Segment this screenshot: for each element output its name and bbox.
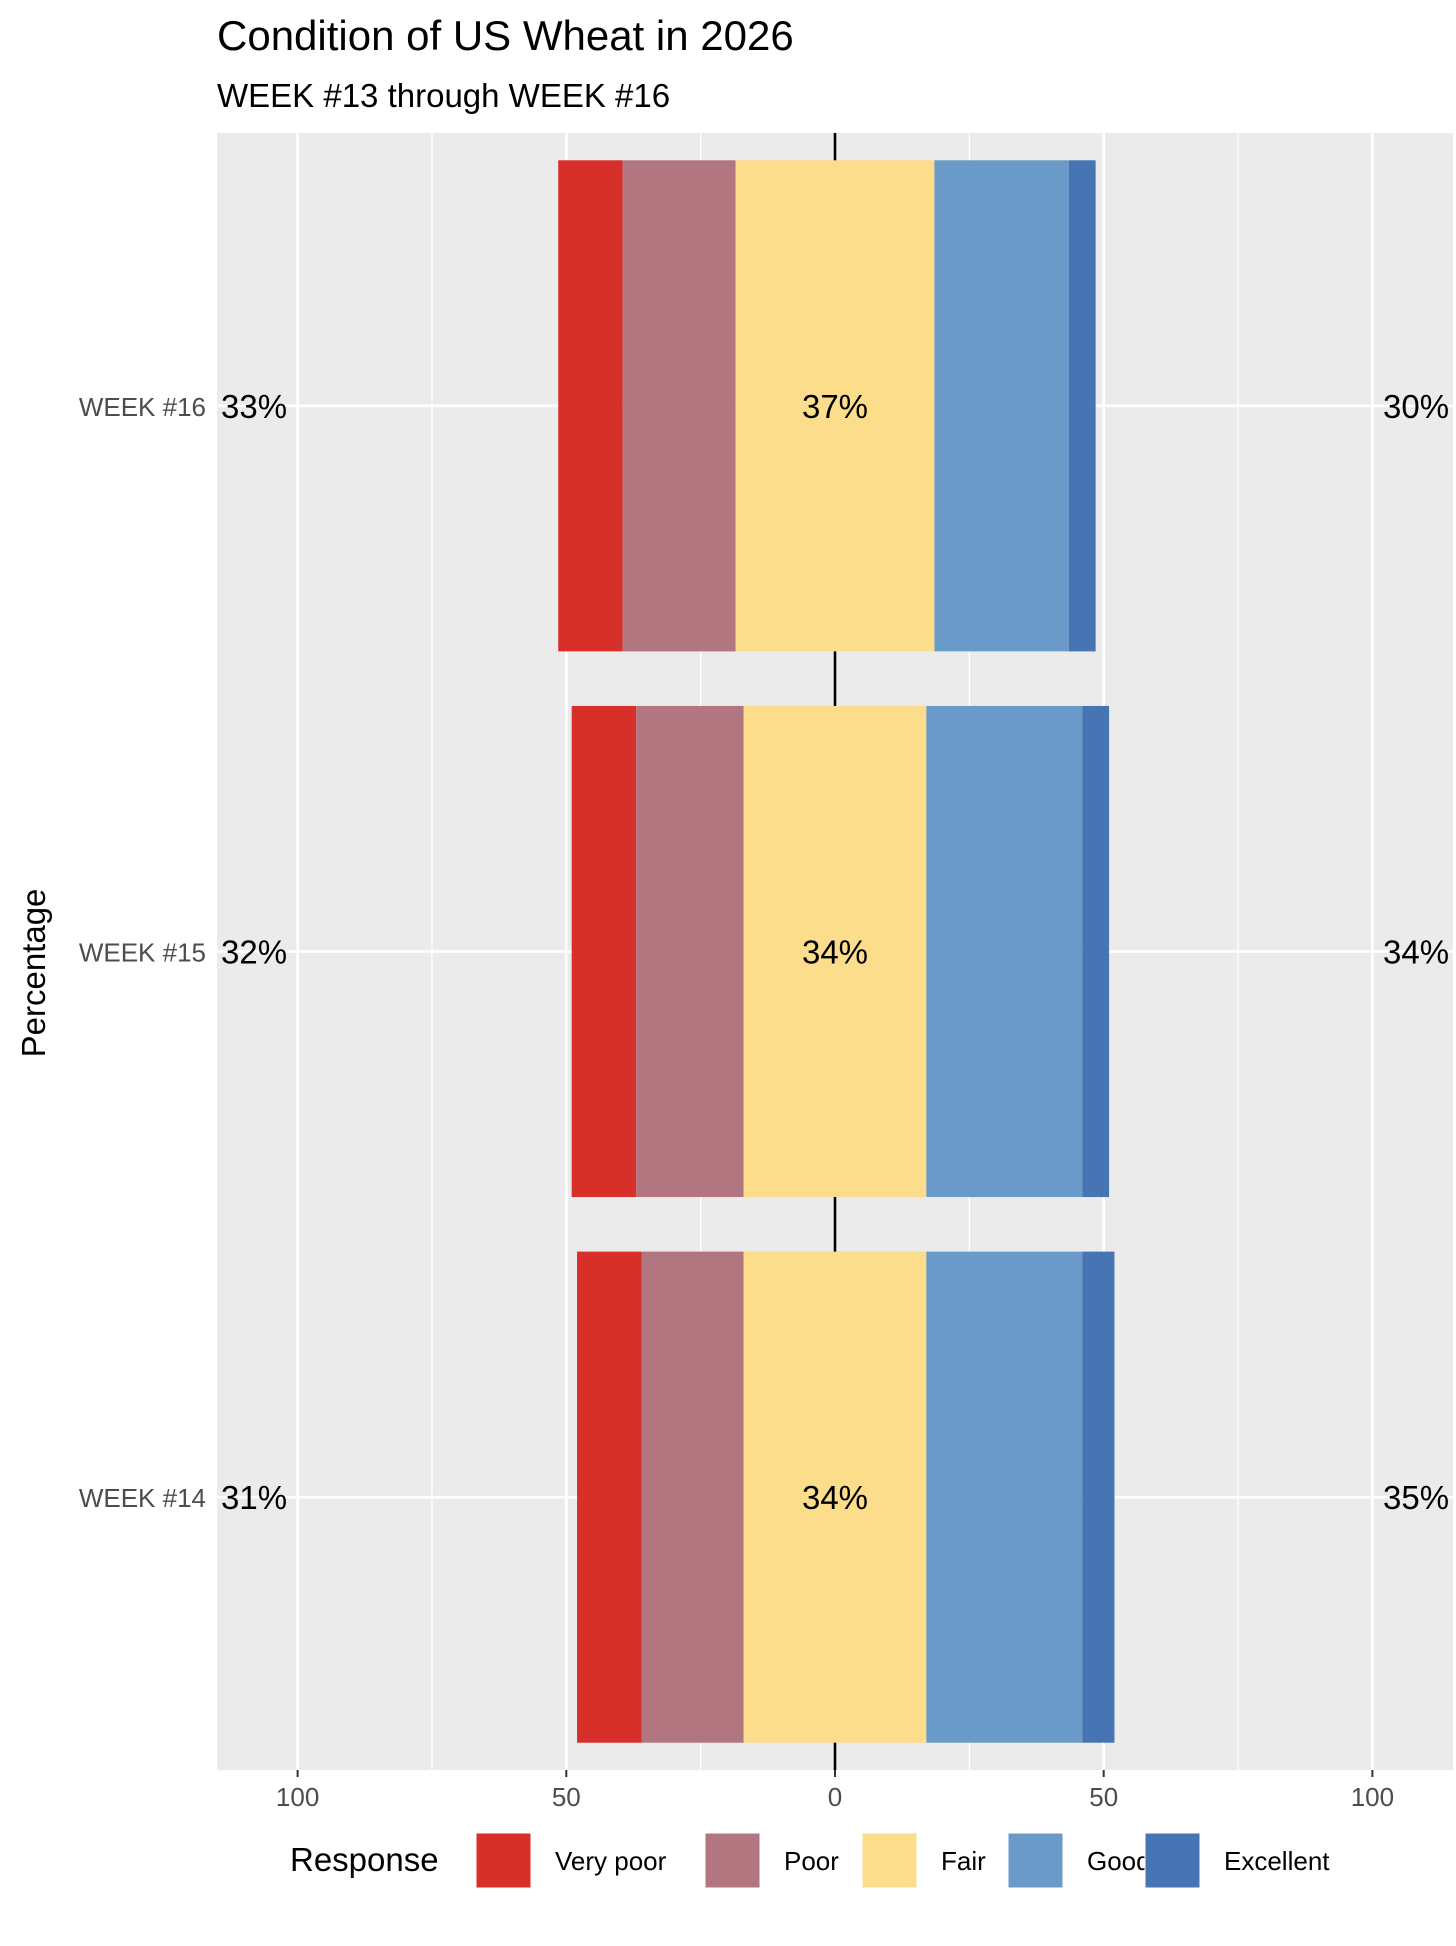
right-percent-label: 30%: [1383, 388, 1449, 425]
left-percent-label: 32%: [221, 934, 287, 971]
x-tick-label: 100: [1351, 1782, 1394, 1812]
center-percent-label: 37%: [802, 388, 868, 425]
y-axis-title: Percentage: [15, 889, 52, 1058]
bar-segment-fair: [743, 1251, 927, 1743]
bar-segment-good: [934, 160, 1069, 652]
bar-segment-poor: [636, 705, 744, 1198]
legend-label-poor: Poor: [784, 1846, 839, 1876]
legend-label-excellent: Excellent: [1224, 1846, 1330, 1876]
y-tick-label: WEEK #14: [79, 1483, 206, 1513]
legend-key-very-poor: [475, 1832, 532, 1889]
x-tick-label: 100: [276, 1782, 319, 1812]
bar-segment-very-poor: [577, 1251, 642, 1743]
bar-segment-very-poor: [558, 160, 623, 652]
legend-label-good: Good: [1087, 1846, 1151, 1876]
bar-segment-good: [926, 1251, 1083, 1743]
bar-segment-fair: [735, 160, 935, 652]
y-tick-label: WEEK #16: [79, 392, 206, 422]
legend-title: Response: [290, 1841, 439, 1878]
bar-segment-poor: [622, 160, 736, 652]
x-tick-label: 50: [552, 1782, 581, 1812]
bar-segment-poor: [641, 1251, 744, 1743]
legend-key-poor: [704, 1832, 761, 1889]
chart-subtitle: WEEK #13 through WEEK #16: [217, 77, 670, 114]
plot-area: WEEK #16 33% 37% 30% WEEK #15 32% 34% 34% WEEK #…: [79, 133, 1453, 1812]
bar-segment-excellent: [1068, 160, 1096, 652]
legend-label-fair: Fair: [941, 1846, 986, 1876]
legend-key-good: [1007, 1832, 1064, 1889]
center-percent-label: 34%: [802, 934, 868, 971]
bar-segment-excellent: [1082, 1251, 1115, 1743]
bar-segment-very-poor: [571, 705, 637, 1198]
chart-title: Condition of US Wheat in 2026: [217, 12, 794, 59]
legend-key-excellent: [1144, 1832, 1201, 1889]
right-percent-label: 34%: [1383, 934, 1449, 971]
bar-segment-good: [926, 705, 1083, 1198]
bar-segment-excellent: [1082, 705, 1110, 1198]
x-tick-label: 0: [828, 1782, 842, 1812]
bar-segment-fair: [743, 705, 927, 1198]
legend-label-very-poor: Very poor: [555, 1846, 667, 1876]
legend-key-fair: [861, 1832, 918, 1889]
right-percent-label: 35%: [1383, 1479, 1449, 1516]
x-tick-label: 50: [1089, 1782, 1118, 1812]
left-percent-label: 33%: [221, 388, 287, 425]
y-tick-label: WEEK #15: [79, 938, 206, 968]
legend: Response Very poor Poor Fair Good Excellent: [290, 1832, 1330, 1889]
center-percent-label: 34%: [802, 1479, 868, 1516]
left-percent-label: 31%: [221, 1479, 287, 1516]
